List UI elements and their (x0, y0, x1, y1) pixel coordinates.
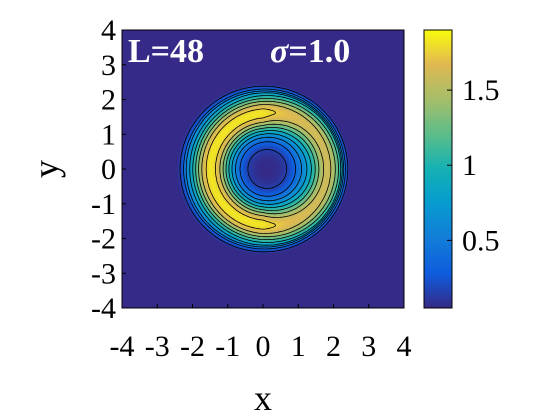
colorbar-tick-label: 1 (462, 149, 477, 182)
contour-level-4 (192, 95, 342, 243)
colorbar-ticks: 0.5 1 1.5 (447, 74, 500, 257)
colorbar: 0.5 1 1.5 (423, 29, 500, 309)
x-tick-label: -2 (180, 330, 205, 363)
annotation-sigma: σ=1.0 (270, 33, 350, 70)
x-tick-labels: -4 -3 -2 -1 0 1 2 3 4 (110, 304, 412, 363)
colorbar-tick-label: 1.5 (462, 74, 500, 107)
x-tick-label: 4 (397, 330, 412, 363)
x-tick-label: -1 (215, 330, 240, 363)
contour-level-2 (185, 90, 345, 248)
contour-level-0 (179, 85, 349, 253)
colorbar-gradient (424, 30, 452, 308)
contour-level-5 (195, 98, 339, 240)
y-tick-label: 2 (101, 84, 116, 117)
x-axis-label: x (254, 378, 272, 418)
sigma-value: =1.0 (288, 33, 350, 70)
y-tick-label: -4 (91, 292, 116, 325)
contour-lines (179, 85, 349, 253)
y-tick-label: 1 (101, 118, 116, 151)
colorbar-tick-label: 0.5 (462, 224, 500, 257)
sigma-symbol: σ (270, 33, 290, 70)
annotation-L: L=48 (128, 33, 204, 70)
x-tick-label: 3 (361, 330, 376, 363)
y-tick-label: 0 (101, 153, 116, 186)
y-tick-label: -2 (91, 223, 116, 256)
y-tick-label: 3 (101, 49, 116, 82)
contour-level-8 (205, 108, 277, 230)
plot-area (121, 29, 405, 309)
contour-level-3 (189, 92, 343, 246)
contour-level-1 (183, 88, 346, 250)
y-tick-label: 4 (101, 14, 116, 47)
x-tick-label: 1 (291, 330, 306, 363)
colorbar-frame (423, 29, 453, 309)
y-tick-label: -3 (91, 257, 116, 290)
x-tick-label: 2 (326, 330, 341, 363)
heatmap-image (122, 30, 404, 308)
x-tick-label: 0 (256, 330, 271, 363)
y-tick-label: -1 (91, 188, 116, 221)
contour-level-6 (198, 100, 336, 238)
x-tick-label: -3 (145, 330, 170, 363)
y-axis-label: y (26, 160, 66, 178)
contour-level-7 (201, 104, 332, 234)
x-tick-label: -4 (110, 330, 135, 363)
